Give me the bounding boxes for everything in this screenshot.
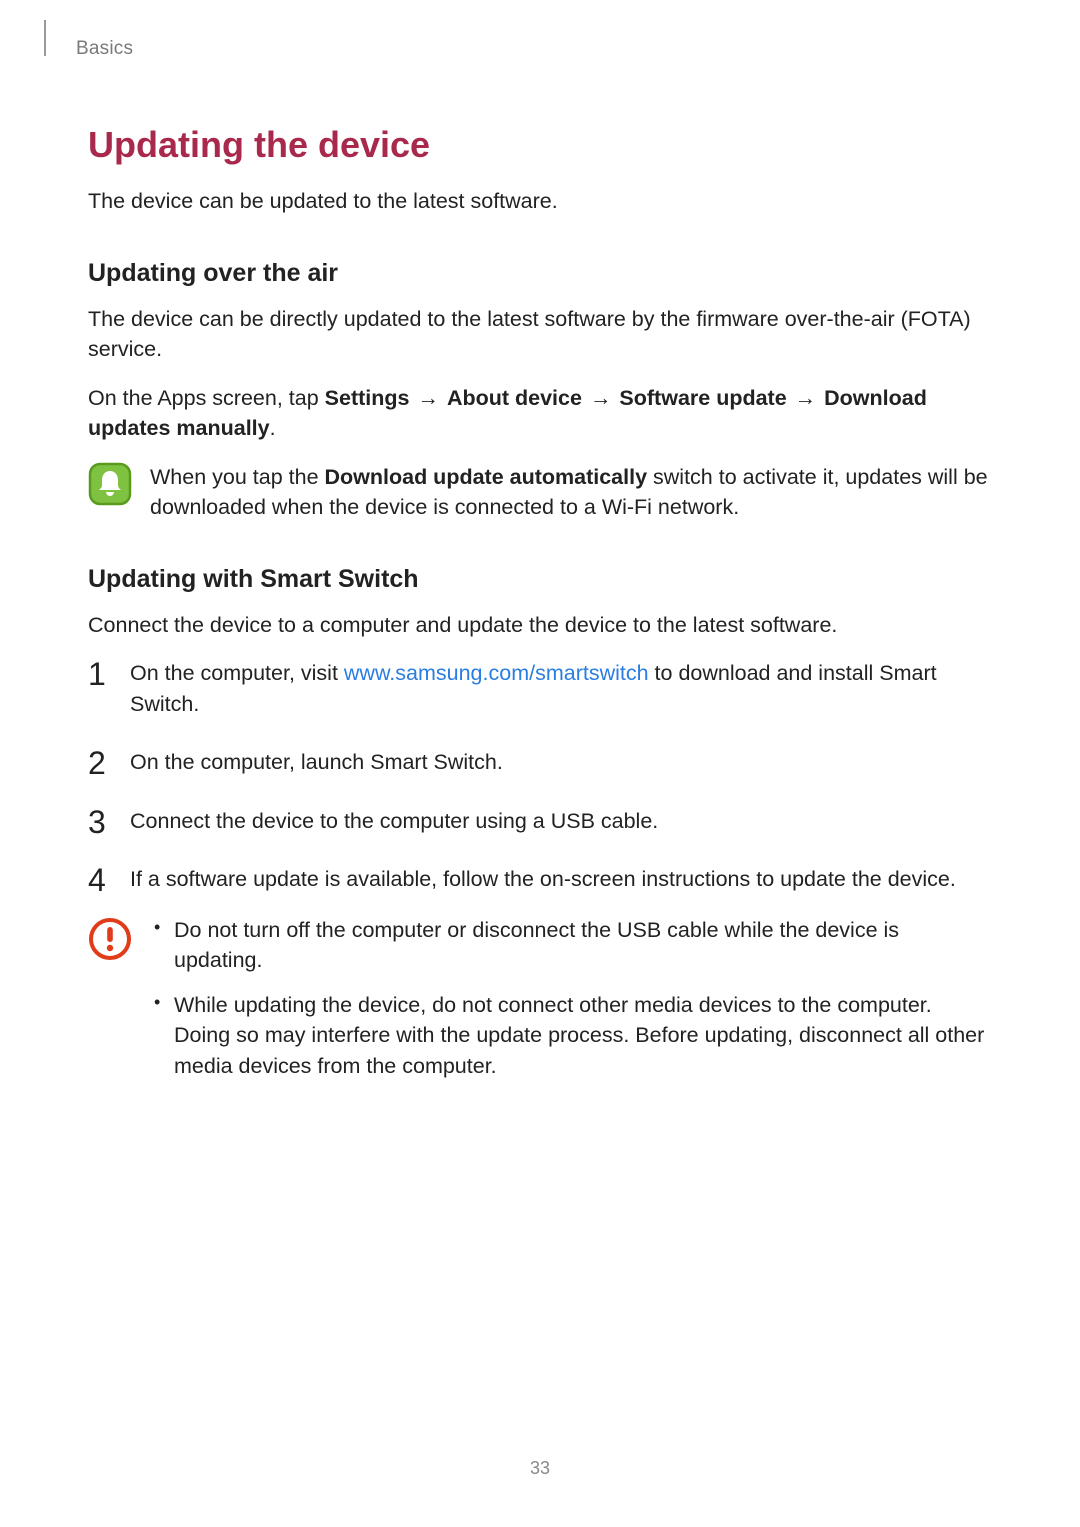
page: Basics Updating the device The device ca…: [0, 0, 1080, 1527]
ota-path-1: About device: [447, 386, 582, 410]
header-rule: [44, 20, 46, 56]
note-text: When you tap the Download update automat…: [150, 462, 992, 523]
steps-list: On the computer, visit www.samsung.com/s…: [88, 658, 992, 895]
ota-paragraph-1: The device can be directly updated to th…: [88, 304, 992, 365]
caution-body: Do not turn off the computer or disconne…: [150, 915, 992, 1096]
section-heading-smartswitch: Updating with Smart Switch: [88, 565, 992, 594]
bell-note-icon: [88, 462, 132, 506]
page-number: 33: [0, 1458, 1080, 1479]
note-block: When you tap the Download update automat…: [88, 462, 992, 523]
step-item: On the computer, visit www.samsung.com/s…: [88, 658, 992, 719]
step-item: On the computer, launch Smart Switch.: [88, 747, 992, 778]
ota-p2-suffix: .: [270, 416, 276, 440]
arrow-icon: →: [588, 386, 614, 410]
intro-text: The device can be updated to the latest …: [88, 186, 992, 217]
note-bold: Download update automatically: [325, 465, 648, 489]
step-item: If a software update is available, follo…: [88, 864, 992, 895]
caution-item: While updating the device, do not connec…: [150, 990, 992, 1082]
ota-p2-prefix: On the Apps screen, tap: [88, 386, 325, 410]
page-title: Updating the device: [88, 124, 992, 166]
arrow-icon: →: [793, 386, 819, 410]
section-heading-ota: Updating over the air: [88, 259, 992, 288]
smartswitch-intro: Connect the device to a computer and upd…: [88, 610, 992, 641]
breadcrumb: Basics: [76, 38, 992, 60]
ota-path-0: Settings: [325, 386, 410, 410]
note-pre: When you tap the: [150, 465, 325, 489]
caution-icon: [88, 917, 132, 961]
caution-item: Do not turn off the computer or disconne…: [150, 915, 992, 976]
step-item: Connect the device to the computer using…: [88, 806, 992, 837]
arrow-icon: →: [415, 386, 441, 410]
ota-path-2: Software update: [619, 386, 786, 410]
caution-block: Do not turn off the computer or disconne…: [88, 915, 992, 1096]
step1-pre: On the computer, visit: [130, 661, 344, 685]
caution-list: Do not turn off the computer or disconne…: [150, 915, 992, 1082]
smartswitch-link[interactable]: www.samsung.com/smartswitch: [344, 661, 649, 685]
ota-paragraph-2: On the Apps screen, tap Settings → About…: [88, 383, 992, 444]
